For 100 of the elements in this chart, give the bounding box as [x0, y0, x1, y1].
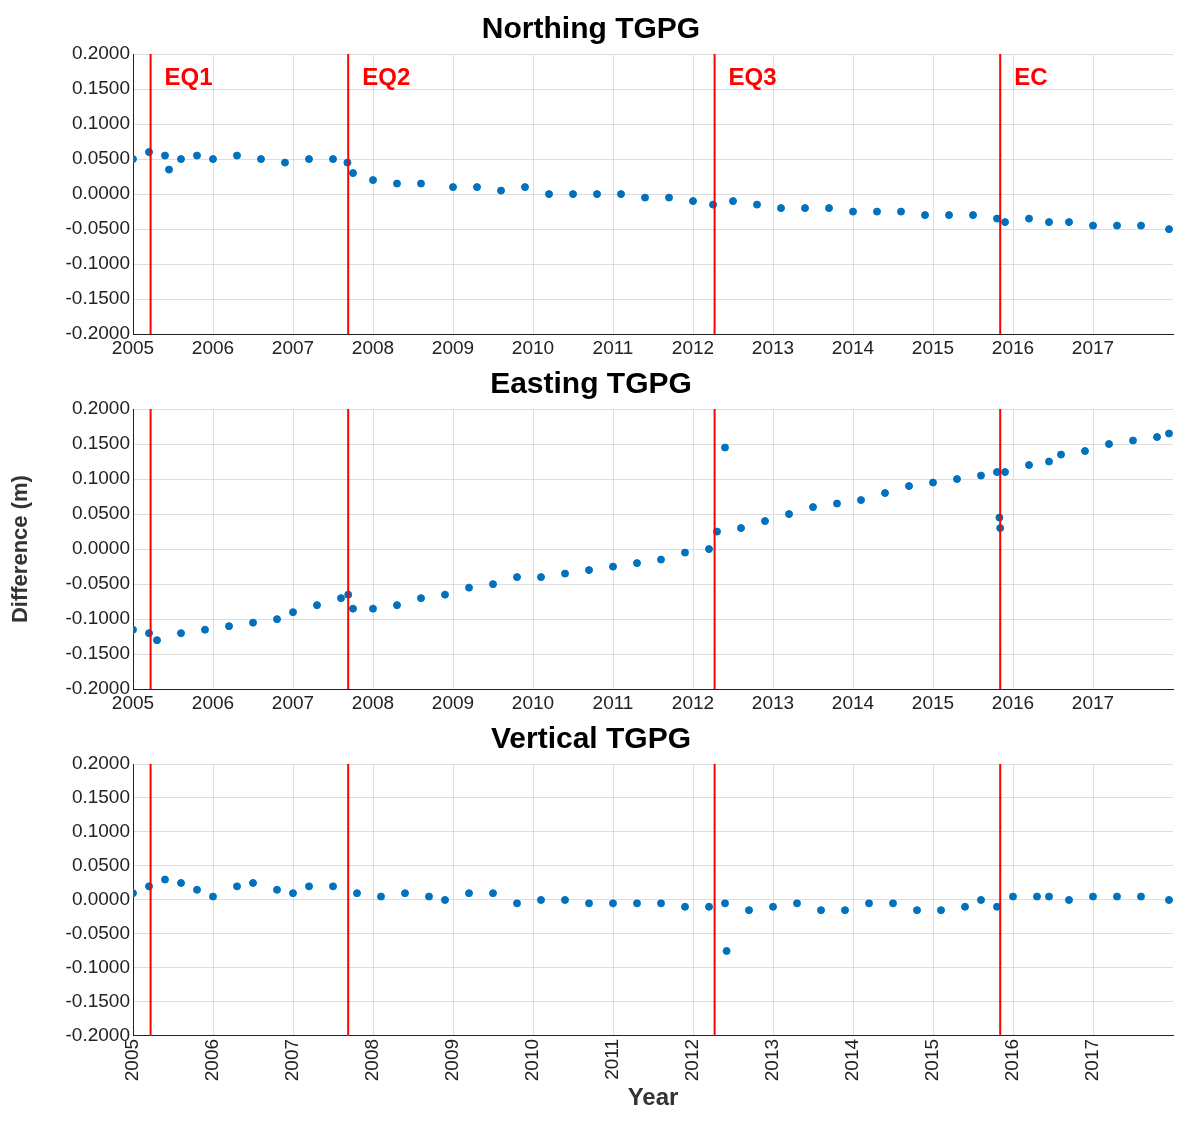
x-tick-label: 2017 [1081, 1038, 1103, 1082]
point [721, 899, 729, 908]
point [921, 211, 929, 220]
point [273, 885, 281, 894]
point [633, 559, 641, 568]
x-tick-label: 2008 [351, 336, 395, 358]
point [161, 151, 169, 160]
point [737, 524, 745, 533]
point [177, 155, 185, 164]
point [961, 902, 969, 911]
point [337, 594, 345, 603]
point [281, 158, 289, 167]
point [473, 183, 481, 192]
point [393, 601, 401, 610]
x-tick-label: 2006 [201, 1038, 223, 1082]
x-tick-label: 2011 [592, 691, 634, 713]
x-tick-label: 2010 [521, 1038, 543, 1082]
point [1089, 221, 1097, 230]
point [1153, 433, 1161, 442]
point [705, 545, 713, 554]
point [633, 899, 641, 908]
point [953, 475, 961, 484]
x-axis-title: Year [627, 1083, 679, 1111]
point [1089, 892, 1097, 901]
point [889, 899, 897, 908]
point [913, 906, 921, 915]
point [1001, 218, 1009, 227]
point [785, 510, 793, 519]
y-tick-label: 0.1000 [71, 467, 130, 489]
point [537, 573, 545, 582]
point [665, 193, 673, 202]
x-tick-label: 2015 [911, 336, 955, 358]
chart-title: Vertical TGPG [490, 721, 692, 755]
x-tick-label: 2006 [191, 336, 235, 358]
point [841, 906, 849, 915]
point [161, 875, 169, 884]
point [1045, 892, 1053, 901]
point [249, 878, 257, 887]
point [793, 899, 801, 908]
x-tick-label: 2009 [431, 336, 475, 358]
point [349, 604, 357, 613]
point [857, 496, 865, 505]
point [1065, 218, 1073, 227]
chart-title: Easting TGPG [490, 366, 692, 400]
point [609, 899, 617, 908]
x-tick-label: 2007 [281, 1038, 303, 1082]
x-tick-label: 2014 [841, 1038, 863, 1082]
point [657, 899, 665, 908]
point [273, 615, 281, 624]
point [441, 895, 449, 904]
point [937, 906, 945, 915]
point [165, 165, 173, 174]
point [1001, 468, 1009, 477]
point [329, 155, 337, 164]
point [593, 190, 601, 199]
point [497, 186, 505, 195]
point [1033, 892, 1041, 901]
point [777, 204, 785, 213]
x-tick-label: 2011 [601, 1038, 623, 1080]
x-tick-label: 2010 [511, 336, 555, 358]
point [209, 892, 217, 901]
point [929, 478, 937, 487]
y-tick-label: 0.0500 [71, 502, 130, 524]
y-tick-label: 0.2000 [71, 42, 130, 64]
y-tick-label: -0.0500 [65, 217, 130, 239]
x-tick-label: 2006 [191, 691, 235, 713]
y-tick-label: 0.2000 [71, 752, 130, 774]
point [865, 899, 873, 908]
ref-line-label: EQ1 [164, 62, 213, 90]
point [545, 190, 553, 199]
point [849, 207, 857, 216]
point [521, 183, 529, 192]
y-tick-label: 0.0000 [71, 537, 130, 559]
point [233, 882, 241, 891]
y-tick-label: -0.1000 [65, 956, 130, 978]
x-tick-label: 2008 [351, 691, 395, 713]
chart-title: Northing TGPG [481, 11, 701, 45]
point [1065, 895, 1073, 904]
point [369, 176, 377, 185]
x-tick-label: 2015 [911, 691, 955, 713]
point [177, 878, 185, 887]
point [809, 503, 817, 512]
y-tick-label: 0.0500 [71, 854, 130, 876]
point [641, 193, 649, 202]
x-tick-label: 2011 [592, 336, 634, 358]
point [585, 566, 593, 575]
y-tick-label: -0.0500 [65, 572, 130, 594]
y-tick-label: 0.1500 [71, 77, 130, 99]
point [377, 892, 385, 901]
point [801, 204, 809, 213]
point [193, 151, 201, 160]
point [449, 183, 457, 192]
point [689, 197, 697, 206]
point [729, 197, 737, 206]
y-tick-label: -0.1000 [65, 252, 130, 274]
y-tick-label: -0.1500 [65, 642, 130, 664]
point [1137, 221, 1145, 230]
x-tick-label: 2015 [921, 1038, 943, 1082]
x-tick-label: 2017 [1071, 336, 1115, 358]
y-tick-label: -0.0500 [65, 922, 130, 944]
